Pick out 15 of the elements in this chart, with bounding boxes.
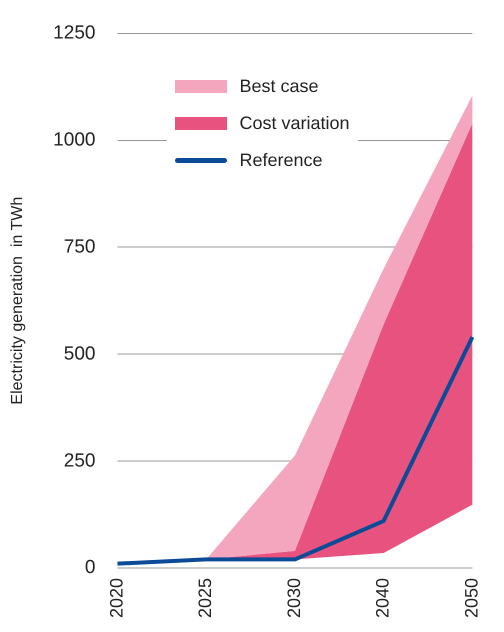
y-tick-label: 1000 bbox=[53, 130, 96, 151]
x-tick-label: 2025 bbox=[195, 578, 216, 618]
y-axis-title: Electricity generation in TWh bbox=[9, 196, 26, 405]
x-tick-label: 2050 bbox=[461, 578, 482, 618]
legend-label: Best case bbox=[239, 76, 318, 98]
y-tick-label: 1250 bbox=[53, 22, 96, 44]
legend-label: Cost variation bbox=[239, 113, 350, 134]
y-tick-label: 500 bbox=[64, 343, 96, 364]
y-tick-label: 0 bbox=[84, 557, 96, 578]
x-tick-label: 2030 bbox=[284, 578, 304, 618]
y-tick-label: 250 bbox=[64, 450, 96, 472]
y-tick-label: 750 bbox=[64, 236, 96, 258]
x-tick-label: 2020 bbox=[106, 578, 126, 618]
x-tick-label: 2040 bbox=[372, 578, 393, 618]
legend-label: Reference bbox=[239, 150, 323, 172]
